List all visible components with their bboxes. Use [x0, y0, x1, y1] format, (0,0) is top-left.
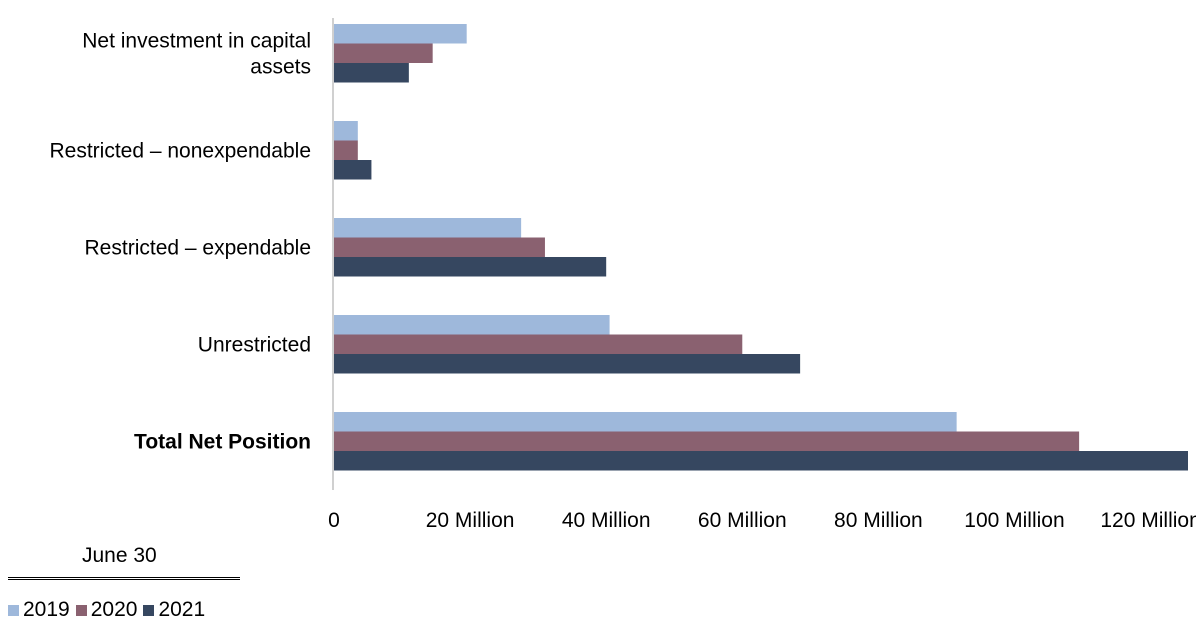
- bar-2021-cat-0: [334, 63, 409, 83]
- bar-2019-cat-1: [334, 121, 358, 141]
- legend-label: 2021: [158, 598, 206, 621]
- legend-label: 2019: [23, 598, 70, 621]
- category-label: Total Net Position: [134, 430, 311, 453]
- bar-2021-cat-1: [334, 160, 372, 180]
- legend-swatch: [75, 604, 87, 616]
- legend-title: June 30: [82, 544, 157, 567]
- bar-2020-cat-1: [334, 140, 358, 160]
- legend-item-2021: 2021: [143, 598, 205, 622]
- bar-2020-cat-3: [334, 334, 743, 354]
- x-tick-label: 0: [328, 509, 340, 532]
- category-label: Restricted – expendable: [85, 236, 311, 259]
- x-tick-label: 80 Million: [834, 509, 923, 532]
- legend-swatch: [8, 604, 19, 616]
- legend-label: 2020: [90, 598, 138, 621]
- bar-2021-cat-2: [334, 257, 607, 277]
- legend-item-2020: 2020: [75, 598, 138, 622]
- legend: 2019 2020 2021: [8, 598, 211, 622]
- bar-2021-cat-4: [334, 451, 1188, 471]
- bar-2019-cat-4: [334, 412, 957, 432]
- x-tick-label: 60 Million: [698, 509, 787, 532]
- legend-item-2019: 2019: [8, 598, 70, 622]
- bar-2019-cat-2: [334, 218, 522, 238]
- bar-2020-cat-0: [334, 43, 433, 63]
- bar-chart: Net investment in capital assets Restricte…: [49, 18, 1196, 532]
- x-tick-labels: 0 20 Million 40 Million 60 Million 80 Millio…: [328, 509, 1196, 532]
- category-label: Net investment in capital assets: [82, 29, 311, 78]
- x-tick-label: 100 Million: [964, 509, 1064, 532]
- legend-title-rule: [8, 577, 240, 580]
- bar-2019-cat-0: [334, 24, 467, 44]
- bar-2019-cat-3: [334, 315, 610, 335]
- bar-2020-cat-2: [334, 237, 545, 257]
- legend-swatch: [143, 604, 155, 616]
- x-tick-label: 40 Million: [562, 509, 651, 532]
- bar-2020-cat-4: [334, 431, 1080, 451]
- category-label: Restricted – nonexpendable: [49, 139, 311, 162]
- bars-group: [334, 24, 1188, 471]
- x-tick-label: 120 Million: [1100, 509, 1196, 532]
- bar-2021-cat-3: [334, 354, 801, 374]
- category-labels: Net investment in capital assets Restricte…: [49, 29, 311, 453]
- category-label: Unrestricted: [198, 333, 311, 356]
- x-tick-label: 20 Million: [426, 509, 515, 532]
